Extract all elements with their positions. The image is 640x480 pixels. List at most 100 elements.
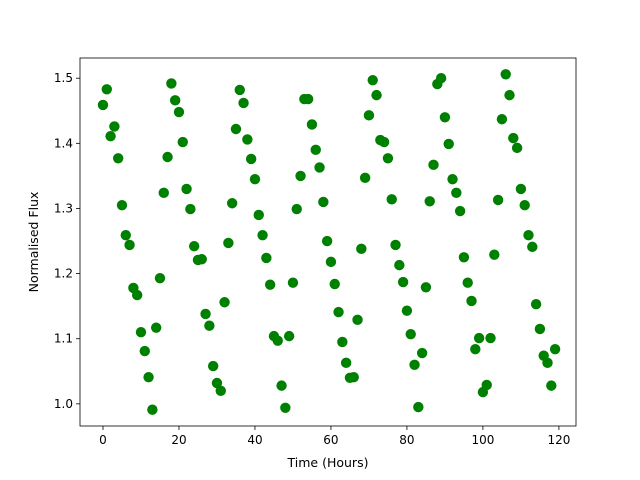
- data-point: [310, 144, 321, 156]
- data-point: [120, 229, 131, 241]
- x-tick-label: 0: [99, 433, 107, 447]
- data-point: [473, 332, 485, 344]
- data-point: [261, 252, 272, 264]
- data-point: [321, 235, 333, 247]
- x-tick-label: 40: [247, 433, 262, 447]
- data-point: [143, 371, 154, 383]
- data-point: [424, 196, 435, 207]
- data-point: [154, 272, 166, 284]
- y-tick-label: 1.3: [54, 201, 73, 215]
- data-point: [504, 89, 515, 101]
- data-point: [508, 132, 519, 144]
- data-point: [530, 299, 542, 310]
- data-point: [223, 237, 234, 249]
- data-point: [485, 332, 496, 344]
- y-tick-label: 1.4: [54, 136, 73, 150]
- data-point: [306, 119, 318, 130]
- data-point: [371, 89, 382, 101]
- data-point: [177, 136, 188, 148]
- data-point: [158, 187, 169, 199]
- data-point: [447, 173, 458, 185]
- data-point: [272, 335, 283, 346]
- data-point: [496, 114, 508, 125]
- data-point: [291, 203, 302, 215]
- data-point: [462, 277, 473, 288]
- data-point: [325, 256, 337, 268]
- data-point: [207, 360, 219, 372]
- data-point: [185, 203, 196, 215]
- data-point: [359, 172, 371, 184]
- data-point: [382, 153, 394, 164]
- data-point: [97, 99, 109, 111]
- data-point: [226, 198, 238, 209]
- data-point: [337, 336, 348, 348]
- data-point: [527, 241, 538, 253]
- data-point: [451, 187, 462, 199]
- data-point: [405, 328, 416, 340]
- data-point: [500, 69, 511, 80]
- data-point: [196, 254, 207, 265]
- data-point: [166, 78, 177, 89]
- data-point: [253, 209, 264, 221]
- data-point: [534, 323, 546, 335]
- data-point: [420, 282, 432, 293]
- plot-frame: [79, 57, 577, 427]
- x-tick-label: 120: [547, 433, 570, 447]
- x-tick-label: 20: [171, 433, 186, 447]
- data-point: [249, 173, 261, 185]
- data-point: [549, 343, 561, 355]
- data-point: [211, 377, 223, 389]
- data-point: [219, 297, 230, 308]
- y-tick-label: 1.2: [54, 267, 73, 281]
- data-point: [234, 84, 245, 96]
- data-point: [112, 153, 124, 164]
- data-point: [162, 151, 173, 163]
- data-point: [116, 200, 128, 211]
- y-tick-label: 1.0: [54, 397, 73, 411]
- data-point: [401, 305, 413, 316]
- data-point: [131, 289, 143, 301]
- data-point: [470, 343, 481, 355]
- x-tick-label: 60: [323, 433, 338, 447]
- data-point: [124, 239, 135, 251]
- data-point: [443, 138, 454, 150]
- data-point: [378, 136, 390, 148]
- data-point: [242, 134, 253, 145]
- data-point: [394, 259, 405, 271]
- data-point: [435, 72, 447, 84]
- data-point: [139, 345, 150, 357]
- data-point: [283, 330, 295, 342]
- data-point: [333, 306, 344, 318]
- data-point: [173, 106, 185, 118]
- data-point: [397, 276, 409, 288]
- data-point: [287, 277, 299, 288]
- data-point: [546, 380, 557, 391]
- data-point: [150, 322, 162, 333]
- data-point: [481, 379, 492, 391]
- data-point: [515, 183, 527, 195]
- x-tick-label: 80: [399, 433, 414, 447]
- data-point: [135, 327, 147, 338]
- data-point: [318, 196, 329, 208]
- data-point: [428, 159, 439, 171]
- y-tick-label: 1.5: [54, 71, 73, 85]
- data-point: [215, 385, 226, 397]
- data-point: [105, 130, 116, 142]
- data-point: [147, 404, 158, 415]
- data-point: [188, 241, 200, 252]
- data-point: [454, 205, 466, 217]
- data-point: [230, 123, 242, 135]
- data-point: [356, 243, 367, 255]
- data-point: [413, 401, 424, 413]
- data-point: [314, 162, 325, 173]
- data-point: [340, 357, 352, 369]
- data-point: [109, 121, 120, 132]
- data-point: [367, 74, 378, 86]
- data-point: [492, 194, 504, 206]
- data-point: [390, 239, 401, 251]
- data-point: [329, 278, 340, 290]
- data-point: [238, 97, 249, 109]
- x-tick-label: 100: [471, 433, 494, 447]
